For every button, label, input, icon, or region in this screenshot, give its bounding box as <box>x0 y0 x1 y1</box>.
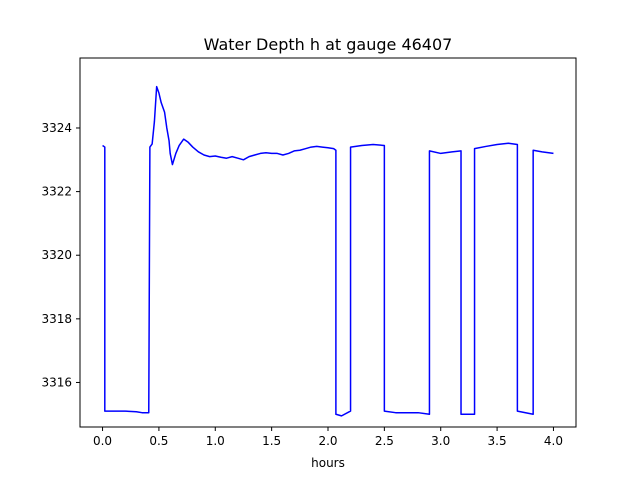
y-tick-label: 3320 <box>41 248 72 262</box>
y-tick-label: 3322 <box>41 185 72 199</box>
x-tick-label: 2.0 <box>318 434 337 448</box>
y-tick-label: 3324 <box>41 121 72 135</box>
y-tick-label: 3318 <box>41 312 72 326</box>
x-tick-label: 1.0 <box>206 434 225 448</box>
x-tick-label: 3.5 <box>488 434 507 448</box>
y-tick-label: 3316 <box>41 375 72 389</box>
x-tick-label: 1.5 <box>262 434 281 448</box>
x-axis-ticks: 0.0 0.5 1.0 1.5 2.0 2.5 3.0 3.5 4.0 <box>93 427 563 448</box>
series-line-0 <box>102 85 554 417</box>
x-axis-label: hours <box>311 456 345 470</box>
plot-frame <box>79 57 577 428</box>
series-layer <box>102 85 554 417</box>
x-tick-label: 4.0 <box>544 434 563 448</box>
chart-title: Water Depth h at gauge 46407 <box>204 35 453 54</box>
y-axis-ticks: 3316 3318 3320 3322 3324 <box>41 121 80 389</box>
x-tick-label: 2.5 <box>375 434 394 448</box>
x-tick-label: 0.5 <box>149 434 168 448</box>
x-tick-label: 3.0 <box>431 434 450 448</box>
x-tick-label: 0.0 <box>93 434 112 448</box>
